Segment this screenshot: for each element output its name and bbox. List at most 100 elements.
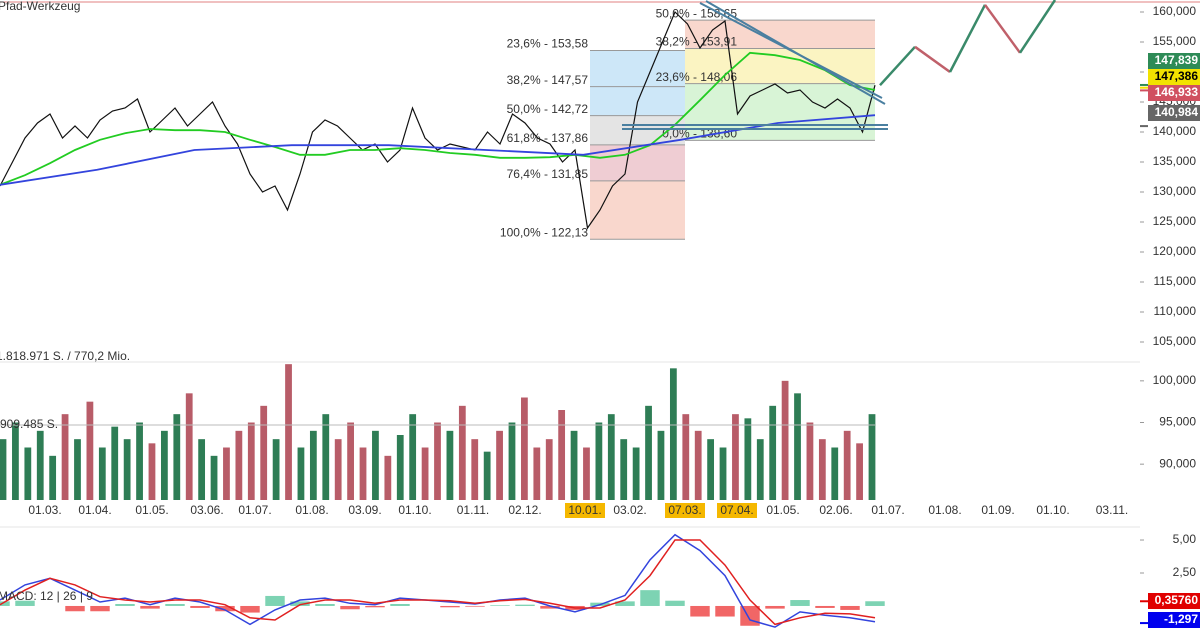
date-highlight	[665, 503, 705, 518]
volume-bar	[247, 422, 255, 500]
histogram-bar	[65, 605, 85, 612]
volume-bar	[583, 447, 590, 500]
x-tick-label: 02.12.	[508, 503, 541, 517]
x-tick-label: 07.04.	[720, 503, 753, 517]
volume-bar	[322, 414, 330, 500]
fib-band	[685, 83, 875, 141]
histogram-bar	[265, 595, 285, 606]
x-tick-label: 03.11.	[1096, 503, 1128, 517]
x-tick-label: 01.07.	[871, 503, 904, 517]
volume-bar	[409, 414, 417, 500]
volume-bar	[843, 430, 851, 500]
histogram-bar	[840, 605, 860, 610]
volume-bar	[347, 422, 354, 500]
y-tick-label: 5,00	[1173, 532, 1197, 546]
volume-bar	[160, 430, 168, 500]
y-tick-label: 155,000	[1153, 34, 1197, 48]
volume-bar	[49, 455, 57, 500]
volume-bar	[446, 430, 454, 500]
forecast-segment	[1018, 0, 1057, 54]
x-tick-label: 07.03.	[668, 503, 701, 517]
tool-label: Pfad-Werkzeug	[0, 0, 80, 13]
average-label: 909.485 S.	[0, 417, 58, 431]
moving-average	[0, 51, 876, 186]
price-badge	[1148, 53, 1200, 69]
y-tick-label: 125,000	[1153, 214, 1197, 228]
volume-bar	[831, 447, 839, 500]
forecast-segment	[983, 4, 1022, 54]
x-tick-label: 01.11.	[457, 503, 489, 517]
y-tick-label: 140,000	[1153, 124, 1197, 138]
macd-title: MACD: 12 | 26 | 9	[0, 589, 93, 603]
y-tick-label: 95,000	[1159, 415, 1196, 429]
histogram-bar	[365, 605, 385, 608]
volume-bar	[74, 439, 81, 500]
histogram-bar	[340, 605, 360, 610]
volume-bar	[781, 380, 789, 500]
histogram-bar	[315, 603, 335, 606]
histogram-bar	[515, 604, 535, 606]
volume-bar	[682, 414, 690, 500]
volume-bar	[434, 422, 441, 500]
price-axis: 160,000155,000150,000145,000140,000135,0…	[1140, 4, 1200, 628]
fib-band	[590, 50, 685, 87]
volume-bar	[396, 435, 404, 500]
badge-label: 147,839	[1155, 53, 1199, 67]
x-tick-label: 01.08.	[295, 503, 328, 517]
x-tick-label: 01.04.	[78, 503, 111, 517]
histogram-bar	[240, 605, 260, 613]
badge-label: -1,297	[1164, 612, 1198, 626]
histogram-bar	[490, 605, 510, 606]
volume-bar	[458, 405, 466, 500]
volume-bar	[607, 414, 615, 500]
x-tick-label: 01.09.	[981, 503, 1014, 517]
volume-bar	[744, 418, 752, 500]
histogram-bar	[390, 603, 410, 606]
fib-label: 76,4% - 131,85	[507, 167, 589, 181]
volume-bar	[285, 364, 292, 500]
x-tick-label: 01.08.	[928, 503, 961, 517]
volume-bar	[0, 439, 7, 500]
histogram-bar	[690, 605, 710, 617]
x-tick-label: 03.02.	[613, 503, 646, 517]
volume-bar	[496, 430, 503, 500]
histogram-bar	[0, 601, 10, 606]
histogram-bar	[165, 603, 185, 606]
y-tick-label: 2,50	[1173, 565, 1197, 579]
forecast-segment	[879, 45, 916, 87]
histogram-bar	[465, 605, 485, 607]
volume-bar	[111, 426, 119, 500]
volume-bar	[12, 422, 19, 500]
volume-bar	[36, 430, 44, 500]
x-tick-label: 10.01.	[568, 503, 601, 517]
badge-label: 146,933	[1155, 85, 1199, 99]
volume-bar	[421, 447, 429, 500]
trendline	[705, 0, 886, 105]
price-line	[0, 10, 876, 230]
histogram-bar	[190, 605, 210, 608]
histogram-bar	[15, 600, 35, 606]
volume-bar	[384, 455, 392, 500]
volume-bar	[359, 447, 367, 500]
price-badge	[1148, 612, 1200, 628]
date-highlight	[565, 503, 605, 518]
y-tick-label: 135,000	[1153, 154, 1197, 168]
badge-label: 0,35760	[1155, 593, 1199, 607]
volume-bar	[372, 430, 379, 500]
volume-bar	[61, 414, 69, 500]
fib-label: 50,0% - 158,65	[656, 6, 738, 20]
macd-panel	[0, 533, 885, 628]
volume-bar	[856, 443, 863, 500]
histogram-bar	[815, 605, 835, 608]
volume-bar	[794, 393, 801, 500]
volume-bar	[533, 447, 541, 500]
x-tick-label: 01.05.	[766, 503, 799, 517]
x-tick-label: 01.10.	[1036, 503, 1069, 517]
volume-bar	[657, 430, 665, 500]
histogram-bar	[140, 605, 160, 609]
histogram-bar	[715, 605, 735, 617]
volume-bar	[123, 439, 131, 500]
histogram-bar	[540, 605, 560, 609]
price-panel	[0, 0, 1057, 230]
histogram-bar	[865, 601, 885, 606]
